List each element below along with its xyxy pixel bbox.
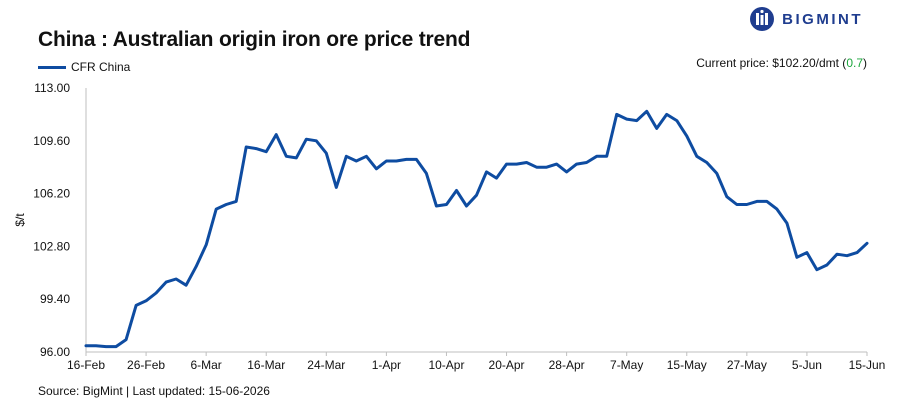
y-tick-label: 106.20 xyxy=(33,187,70,201)
x-tick-label: 28-Apr xyxy=(549,358,585,372)
source-note: Source: BigMint | Last updated: 15-06-20… xyxy=(38,384,270,398)
current-price-paren-close: ) xyxy=(863,56,867,70)
x-tick-label: 26-Feb xyxy=(127,358,165,372)
y-tick-label: 109.60 xyxy=(33,134,70,148)
y-tick-label: 96.00 xyxy=(40,345,70,359)
y-tick-label: 102.80 xyxy=(33,239,70,253)
x-tick-label: 15-Jun xyxy=(849,358,886,372)
x-tick-label: 24-Mar xyxy=(307,358,345,372)
x-tick-label: 15-May xyxy=(667,358,707,372)
current-price-change: 0.7 xyxy=(846,56,863,70)
legend-swatch xyxy=(38,65,66,69)
legend-label: CFR China xyxy=(71,60,131,74)
x-tick-label: 20-Apr xyxy=(489,358,525,372)
current-price-paren-open: ( xyxy=(838,56,847,70)
x-tick-label: 1-Apr xyxy=(372,358,401,372)
x-tick-label: 16-Mar xyxy=(247,358,285,372)
brand-name: BIGMINT xyxy=(782,10,863,28)
x-tick-label: 16-Feb xyxy=(67,358,105,372)
chart-title: China : Australian origin iron ore price… xyxy=(38,28,471,51)
current-price-prefix: Current price: xyxy=(696,56,773,70)
chart-legend: CFR China xyxy=(38,60,130,74)
x-tick-label: 27-May xyxy=(727,358,767,372)
x-tick-label: 6-Mar xyxy=(190,358,221,372)
series-line-cfr-china xyxy=(84,109,869,349)
y-tick-label: 99.40 xyxy=(40,292,70,306)
y-tick-label: 113.00 xyxy=(34,81,70,95)
current-price-value: $102.20/dmt xyxy=(772,56,839,70)
x-tick-label: 10-Apr xyxy=(428,358,464,372)
current-price: Current price: $102.20/dmt (0.7) xyxy=(696,56,867,70)
bigmint-logo-icon xyxy=(750,7,775,31)
brand-logo: BIGMINT xyxy=(749,6,863,32)
x-tick-label: 7-May xyxy=(610,358,643,372)
x-tick-label: 5-Jun xyxy=(792,358,822,372)
y-axis-label: $/t xyxy=(13,213,27,227)
